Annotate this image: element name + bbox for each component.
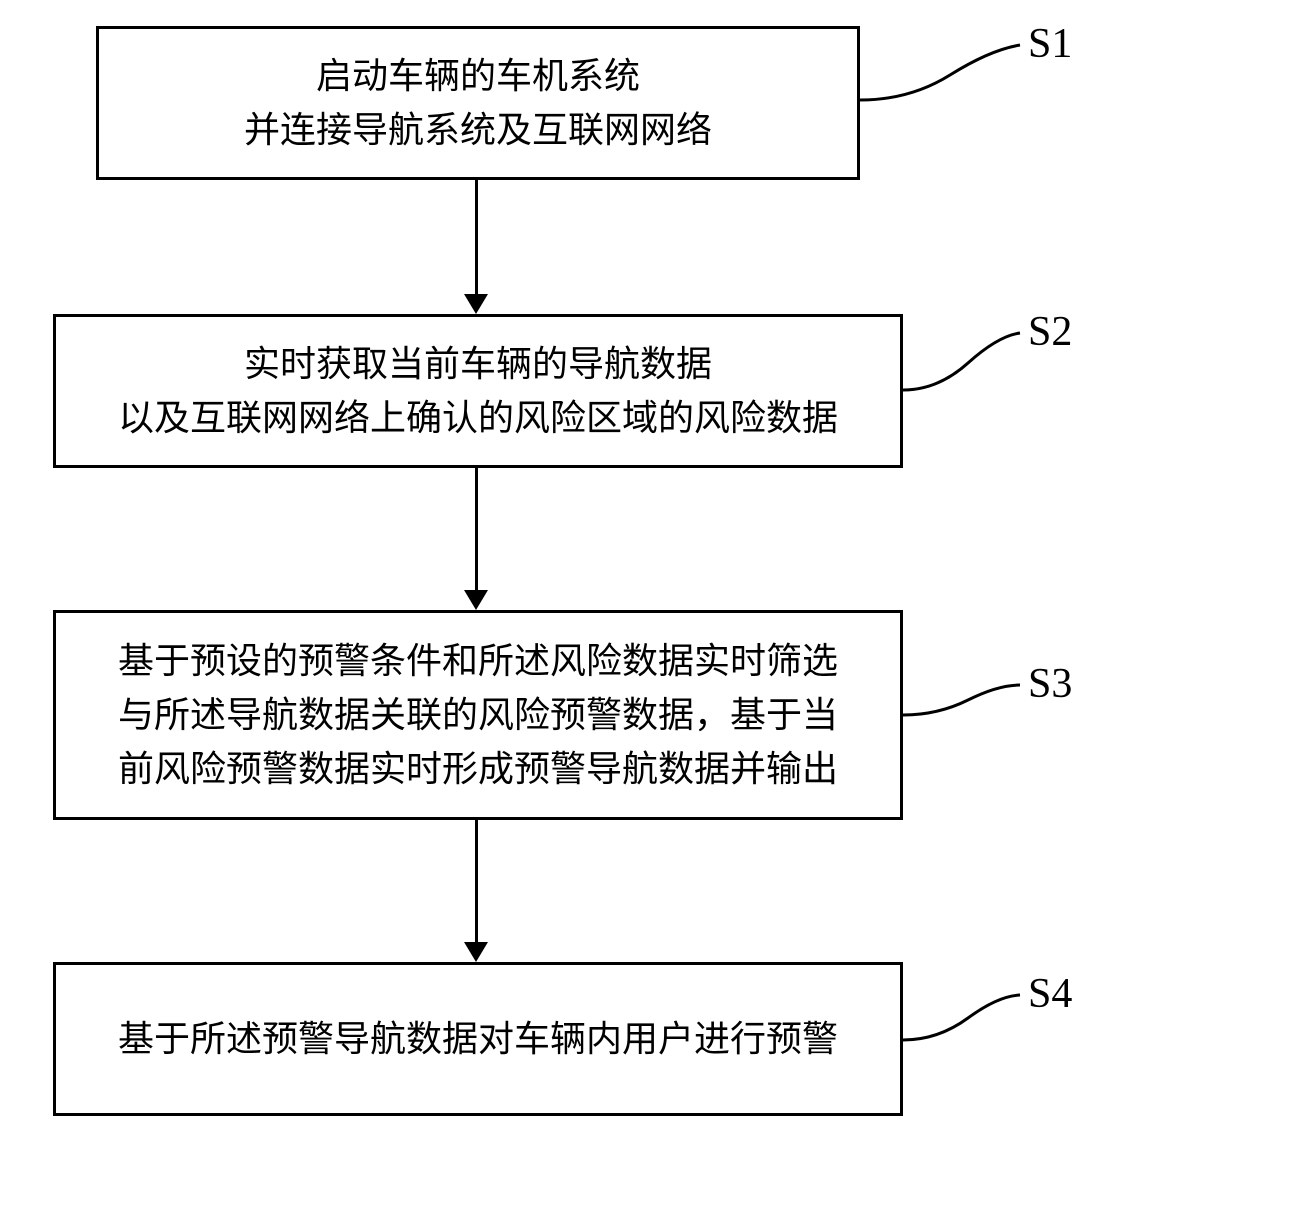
flow-box-s3-text: 基于预设的预警条件和所述风险数据实时筛选 与所述导航数据关联的风险预警数据，基于… [118,634,838,796]
flow-box-s1: 启动车辆的车机系统 并连接导航系统及互联网网络 [96,26,860,180]
flow-box-s3: 基于预设的预警条件和所述风险数据实时筛选 与所述导航数据关联的风险预警数据，基于… [53,610,903,820]
label-connector-s3 [903,660,1028,720]
connector-s1-s2 [475,180,478,294]
label-connector-s4 [903,970,1028,1045]
step-label-s3: S3 [1028,660,1072,708]
arrow-s2-s3 [464,590,488,610]
flow-box-s1-text: 启动车辆的车机系统 并连接导航系统及互联网网络 [244,49,712,157]
connector-s2-s3 [475,468,478,590]
step-label-s1: S1 [1028,20,1072,68]
flow-box-s2: 实时获取当前车辆的导航数据 以及互联网网络上确认的风险区域的风险数据 [53,314,903,468]
label-connector-s2 [903,308,1028,393]
arrow-s1-s2 [464,294,488,314]
flowchart-container: 启动车辆的车机系统 并连接导航系统及互联网网络 S1 实时获取当前车辆的导航数据… [0,0,1291,1227]
label-connector-s1 [860,20,1028,105]
step-label-s2: S2 [1028,308,1072,356]
arrow-s3-s4 [464,942,488,962]
flow-box-s4-text: 基于所述预警导航数据对车辆内用户进行预警 [118,1012,838,1066]
connector-s3-s4 [475,820,478,942]
flow-box-s4: 基于所述预警导航数据对车辆内用户进行预警 [53,962,903,1116]
step-label-s4: S4 [1028,970,1072,1018]
flow-box-s2-text: 实时获取当前车辆的导航数据 以及互联网网络上确认的风险区域的风险数据 [118,337,838,445]
